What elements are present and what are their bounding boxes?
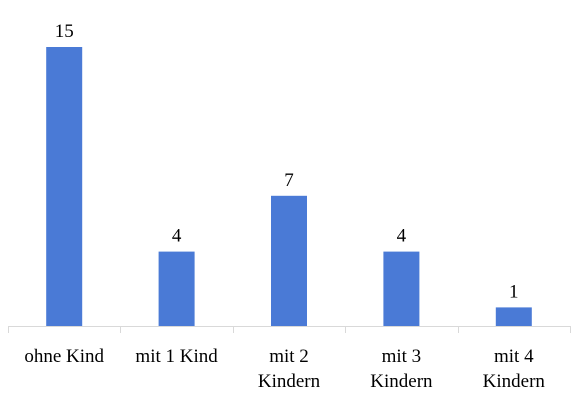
data-label: 4 [172, 226, 182, 247]
category-label-line: mit 3 [382, 346, 422, 367]
category-label-line: Kindern [258, 371, 321, 392]
category-labels-group: ohne Kind mit 1 Kind mit 2 Kindern mit 3 Kind… [24, 346, 545, 392]
data-label: 15 [55, 21, 74, 42]
bar [271, 195, 307, 326]
category-label-line: ohne Kind [24, 346, 104, 367]
data-label: 1 [509, 281, 519, 302]
data-label: 7 [284, 170, 294, 191]
bar [383, 251, 420, 326]
bar [158, 251, 195, 326]
bar [46, 47, 83, 326]
category-label-line: Kindern [370, 371, 433, 392]
category-label-line: mit 4 [494, 346, 534, 367]
category-label-line: mit 2 [269, 346, 309, 367]
category-label-line: mit 1 Kind [135, 346, 218, 367]
category-label: ohne Kind [24, 346, 104, 367]
data-labels-group: 15 4 7 4 1 [55, 21, 519, 302]
category-label: mit 3 Kindern [370, 346, 433, 392]
category-label: mit 2 Kindern [258, 346, 321, 392]
bars-group [46, 47, 532, 326]
bar [495, 307, 532, 326]
category-label-line: Kindern [483, 371, 546, 392]
category-label: mit 4 Kindern [483, 346, 546, 392]
x-axis [8, 326, 571, 333]
category-label: mit 1 Kind [135, 346, 218, 367]
data-label: 4 [397, 226, 407, 247]
